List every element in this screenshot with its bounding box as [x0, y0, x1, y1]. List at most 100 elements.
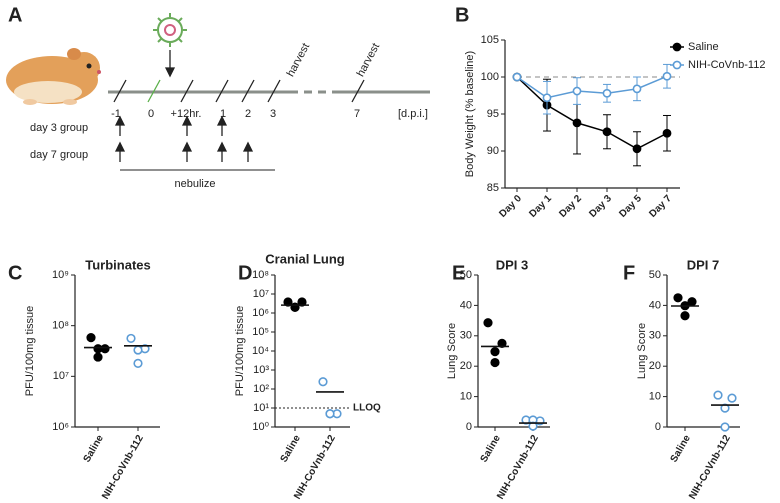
- timeline-label: 0: [148, 108, 154, 120]
- panel-letter: C: [8, 262, 22, 284]
- chart-title: DPI 7: [687, 257, 720, 272]
- y-tick-label: 50: [460, 269, 472, 281]
- data-point: [720, 422, 730, 432]
- chart-title: Turbinates: [85, 257, 151, 272]
- data-point: [490, 347, 500, 357]
- group-label: day 7 group: [30, 149, 88, 161]
- arrows: [114, 50, 275, 171]
- y-tick-label: 10⁸: [52, 320, 69, 332]
- data-point: [572, 118, 582, 128]
- y-tick-label: 40: [460, 299, 472, 311]
- y-tick-label: 10⁷: [253, 288, 269, 300]
- treatment-label: nebulize: [175, 178, 216, 190]
- data-point: [713, 390, 723, 400]
- y-tick-label: 10: [649, 391, 661, 403]
- data-point: [727, 393, 737, 403]
- series-line: [516, 76, 668, 150]
- y-axis-label: Lung Score: [636, 323, 648, 379]
- y-axis-label: PFU/100mg tissue: [24, 306, 36, 396]
- data-point: [632, 84, 642, 94]
- panel-letter: B: [455, 4, 469, 26]
- x-tick-label: Day 7: [647, 193, 674, 220]
- data-point: [325, 409, 335, 419]
- y-tick-label: 10⁹: [52, 269, 69, 281]
- timeline-label: 1: [220, 108, 226, 120]
- x-tick-label: Saline: [669, 433, 693, 464]
- y-tick-label: 30: [460, 330, 472, 342]
- y-tick-label: 10⁰: [252, 421, 269, 433]
- x-tick-label: NIH-CoVnb-112: [687, 433, 733, 501]
- y-tick-label: 10³: [253, 364, 269, 376]
- y-tick-label: 105: [481, 34, 499, 46]
- data-point: [602, 88, 612, 98]
- x-tick-label: Saline: [279, 433, 303, 464]
- lloq-label: LLOQ: [353, 403, 381, 414]
- data-point: [662, 128, 672, 138]
- timeline-label: 3: [270, 108, 276, 120]
- y-axis-label: PFU/100mg tissue: [234, 306, 246, 396]
- y-tick-label: 40: [649, 299, 661, 311]
- y-tick-label: 10: [460, 391, 472, 403]
- legend-marker: [672, 60, 682, 70]
- chart-title: DPI 3: [496, 257, 529, 272]
- x-tick-label: Day 3: [587, 193, 614, 220]
- timeline-label: -1: [111, 108, 121, 120]
- y-tick-label: 10¹: [253, 402, 269, 414]
- y-tick-label: 0: [466, 421, 472, 433]
- legend-label: Saline: [688, 41, 719, 53]
- y-tick-label: 95: [487, 108, 499, 120]
- data-point: [318, 377, 328, 387]
- data-point: [86, 333, 96, 343]
- y-tick-label: 10⁷: [53, 370, 69, 382]
- data-point: [662, 71, 672, 81]
- x-tick-label: Day 2: [557, 193, 584, 220]
- y-tick-label: 10⁶: [252, 307, 269, 319]
- data-point: [490, 357, 500, 368]
- x-tick-label: Day 5: [617, 193, 644, 220]
- data-point: [572, 86, 582, 96]
- panel-letter: F: [623, 262, 635, 284]
- timeline-label: 2: [245, 108, 251, 120]
- harvest-label: harvest: [285, 41, 313, 78]
- chart-title: Cranial Lung: [265, 251, 345, 266]
- y-tick-label: 20: [649, 360, 661, 372]
- data-point: [602, 127, 612, 137]
- panel-letter: A: [8, 4, 22, 26]
- data-point: [93, 352, 103, 362]
- x-tick-label: Saline: [479, 433, 503, 464]
- hamster-icon: [6, 48, 101, 105]
- y-tick-label: 20: [460, 360, 472, 372]
- data-point: [632, 144, 642, 154]
- x-tick-label: Saline: [82, 433, 106, 464]
- y-tick-label: 10⁶: [52, 421, 69, 433]
- data-point: [542, 93, 552, 103]
- timeline-label: 7: [354, 108, 360, 120]
- legend-label: NIH-CoVnb-112: [688, 59, 765, 71]
- group-label: day 3 group: [30, 122, 88, 134]
- data-point: [93, 344, 103, 354]
- legend-marker: [672, 42, 682, 52]
- y-tick-label: 0: [655, 421, 661, 433]
- x-tick-label: NIH-CoVnb-112: [495, 433, 541, 501]
- series-line: [516, 75, 668, 99]
- y-tick-label: 30: [649, 330, 661, 342]
- y-axis-label: Lung Score: [446, 323, 458, 379]
- harvest-label: harvest: [355, 41, 383, 78]
- panel-letter: E: [452, 262, 465, 284]
- y-tick-label: 100: [481, 71, 499, 83]
- data-point: [680, 311, 690, 321]
- y-tick-label: 90: [487, 145, 499, 157]
- y-tick-label: 10⁴: [252, 345, 269, 357]
- y-tick-label: 85: [487, 182, 499, 194]
- timeline-slashes: [113, 79, 365, 103]
- timeline-label: +12hr.: [171, 108, 202, 120]
- y-tick-label: 10²: [253, 383, 269, 395]
- data-point: [673, 293, 683, 303]
- y-tick-label: 50: [649, 269, 661, 281]
- virus-icon: [153, 13, 187, 47]
- x-tick-label: NIH-CoVnb-112: [100, 433, 146, 501]
- panel-letter: D: [238, 262, 252, 284]
- timeline-unit: [d.p.i.]: [398, 108, 428, 120]
- data-point: [133, 345, 143, 355]
